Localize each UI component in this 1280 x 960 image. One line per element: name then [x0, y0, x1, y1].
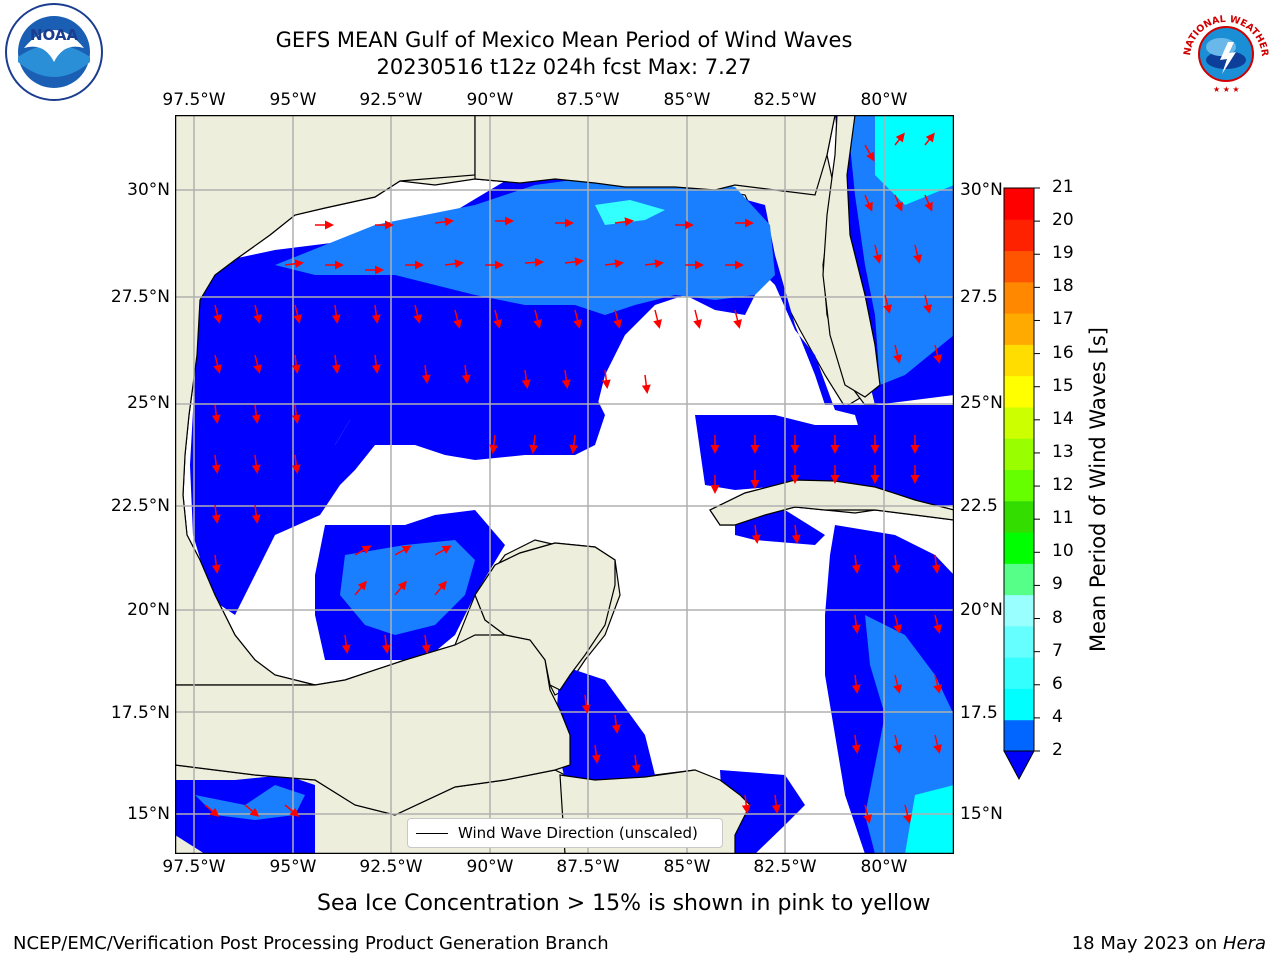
- colorbar-segment: [1004, 406, 1034, 439]
- colorbar-tick-label: 20: [1052, 210, 1074, 231]
- lat-tick-right: 22.5: [960, 496, 998, 516]
- colorbar-segment: [1004, 250, 1034, 283]
- sea-ice-note: Sea Ice Concentration > 15% is shown in …: [317, 891, 931, 916]
- colorbar-tick-label: 4: [1052, 706, 1063, 727]
- colorbar-tick-label: 14: [1052, 408, 1074, 429]
- lon-tick-top: 90°W: [466, 90, 514, 110]
- lat-tick-left: 22.5°N: [110, 496, 170, 516]
- map-legend: Wind Wave Direction (unscaled): [407, 818, 723, 848]
- chart-title-line1: GEFS MEAN Gulf of Mexico Mean Period of …: [275, 28, 853, 52]
- lat-tick-left: 15°N: [127, 804, 170, 824]
- colorbar-segment: [1004, 469, 1034, 502]
- colorbar-segment: [1004, 344, 1034, 377]
- colorbar-segment: [1004, 594, 1034, 627]
- svg-text:★ ★ ★: ★ ★ ★: [1213, 85, 1240, 94]
- land-overlay: [175, 115, 954, 854]
- map-panel: [175, 115, 954, 854]
- colorbar-tick-label: 15: [1052, 375, 1074, 396]
- colorbar-tick-label: 19: [1052, 243, 1074, 264]
- colorbar-tick-label: 17: [1052, 309, 1074, 330]
- colorbar-segment: [1004, 563, 1034, 596]
- colorbar-tick-label: 9: [1052, 574, 1063, 595]
- lon-tick-top: 85°W: [663, 90, 711, 110]
- lat-tick-left: 25°N: [127, 393, 170, 413]
- lon-tick-bottom: 82.5°W: [753, 857, 817, 877]
- footer-host: Hera: [1222, 933, 1266, 954]
- colorbar-tick-label: 13: [1052, 441, 1074, 462]
- colorbar-tick-label: 12: [1052, 475, 1074, 496]
- nws-logo: NATIONAL WEATHER SERVICE ★ ★ ★: [1172, 0, 1276, 102]
- lat-tick-left: 30°N: [127, 180, 170, 200]
- colorbar-segment: [1004, 313, 1034, 345]
- colorbar-label: Mean Period of Wind Waves [s]: [1086, 327, 1110, 652]
- colorbar-tick-label: 16: [1052, 342, 1074, 363]
- lon-tick-top: 87.5°W: [556, 90, 620, 110]
- colorbar-segment: [1004, 657, 1034, 689]
- colorbar-segment: [1004, 625, 1034, 658]
- noaa-logo-text: NOAA: [30, 26, 79, 44]
- lon-tick-bottom: 80°W: [860, 857, 908, 877]
- colorbar-segment: [1004, 438, 1034, 470]
- lat-tick-left: 17.5°N: [110, 703, 170, 723]
- legend-label: Wind Wave Direction (unscaled): [458, 824, 698, 842]
- colorbar-tick-label: 11: [1052, 508, 1074, 529]
- lon-tick-top: 95°W: [269, 90, 317, 110]
- wind-wave-arrows: [204, 132, 942, 824]
- lat-tick-left: 20°N: [127, 600, 170, 620]
- lon-tick-top: 82.5°W: [753, 90, 817, 110]
- lon-tick-bottom: 95°W: [269, 857, 317, 877]
- colorbar-tick-label: 18: [1052, 276, 1074, 297]
- colorbar-under-triangle: [1003, 750, 1035, 781]
- colorbar-segment: [1004, 532, 1034, 564]
- lat-tick-left: 27.5°N: [110, 287, 170, 307]
- colorbar-tick-label: 6: [1052, 673, 1063, 694]
- lat-tick-right: 27.5: [960, 287, 998, 307]
- colorbar-segment: [1004, 188, 1034, 220]
- lon-tick-top: 92.5°W: [359, 90, 423, 110]
- footer-left: NCEP/EMC/Verification Post Processing Pr…: [13, 933, 609, 954]
- colorbar-segment: [1004, 719, 1034, 752]
- chart-title-line2: 20230516 t12z 024h fcst Max: 7.27: [376, 55, 752, 79]
- colorbar-tick-label: 10: [1052, 541, 1074, 562]
- noaa-logo: NOAA: [4, 2, 104, 102]
- colorbar-segment: [1004, 500, 1034, 533]
- gridlines: [175, 115, 954, 854]
- colorbar-tick-label: 7: [1052, 640, 1063, 661]
- footer-date: 18 May 2023 on: [1071, 933, 1223, 954]
- colorbar-segment: [1004, 688, 1034, 721]
- legend-line-swatch: [416, 832, 448, 834]
- lat-tick-right: 15°N: [960, 804, 1003, 824]
- colorbar-segment: [1004, 375, 1034, 408]
- colorbar-segment: [1004, 281, 1034, 314]
- lon-tick-bottom: 85°W: [663, 857, 711, 877]
- lon-tick-top: 80°W: [860, 90, 908, 110]
- lat-tick-right: 25°N: [960, 393, 1003, 413]
- lon-tick-top: 97.5°W: [162, 90, 226, 110]
- colorbar: [1000, 186, 1040, 786]
- lat-tick-right: 17.5: [960, 703, 998, 723]
- lon-tick-bottom: 92.5°W: [359, 857, 423, 877]
- lon-tick-bottom: 87.5°W: [556, 857, 620, 877]
- lat-tick-right: 20°N: [960, 600, 1003, 620]
- colorbar-tick-label: 21: [1052, 177, 1074, 197]
- colorbar-tick-label: 2: [1052, 740, 1063, 760]
- colorbar-tick-label: 8: [1052, 607, 1063, 628]
- lat-tick-right: 30°N: [960, 180, 1003, 200]
- lon-tick-bottom: 90°W: [466, 857, 514, 877]
- colorbar-segment: [1004, 219, 1034, 252]
- colorbar-border: [1003, 187, 1035, 752]
- lon-tick-bottom: 97.5°W: [162, 857, 226, 877]
- footer-right: 18 May 2023 on Hera: [1072, 933, 1266, 954]
